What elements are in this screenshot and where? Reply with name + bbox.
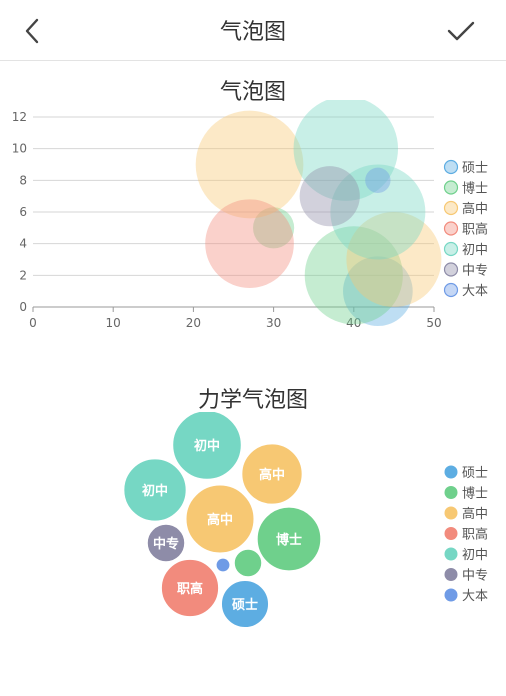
force-bubble-chart-title: 力学气泡图: [197, 388, 308, 413]
legend-marker[interactable]: [444, 568, 458, 581]
force-bubble[interactable]: [171, 412, 243, 481]
legend-label[interactable]: 大本: [462, 589, 488, 604]
bubble-point[interactable]: [299, 166, 360, 227]
bubble-label: 中专: [153, 536, 179, 552]
legend-label[interactable]: 博士: [462, 182, 488, 197]
legend-label[interactable]: 初中: [462, 243, 488, 258]
bubble-point[interactable]: [343, 256, 413, 326]
bubble-point[interactable]: [293, 100, 399, 201]
bubble-point[interactable]: [304, 226, 403, 325]
legend-marker[interactable]: [443, 221, 459, 236]
legend-label[interactable]: 高中: [462, 506, 488, 522]
check-icon: [447, 21, 475, 41]
force-bubble[interactable]: [215, 557, 231, 573]
chevron-left-icon: [25, 18, 39, 44]
bubble-point[interactable]: [253, 207, 295, 249]
legend-marker[interactable]: [443, 282, 459, 298]
bubble-label: 高中: [259, 467, 285, 483]
legend-marker[interactable]: [443, 200, 459, 216]
legend-label[interactable]: 职高: [462, 527, 488, 543]
legend-label[interactable]: 中专: [462, 569, 488, 584]
force-bubble[interactable]: [146, 523, 186, 563]
bubble-label: 职高: [177, 581, 203, 597]
legend-label[interactable]: 博士: [462, 487, 488, 502]
legend-marker[interactable]: [443, 262, 459, 277]
legend-label[interactable]: 高中: [462, 201, 488, 217]
legend-marker[interactable]: [444, 506, 458, 520]
y-tick-label: 12: [12, 110, 27, 124]
force-bubble[interactable]: [240, 442, 304, 506]
x-tick-label: 40: [346, 316, 361, 330]
legend-marker[interactable]: [444, 486, 458, 499]
bubble-point[interactable]: [365, 167, 391, 193]
bubble-point[interactable]: [346, 212, 442, 307]
legend-label[interactable]: 职高: [462, 222, 488, 238]
x-tick-label: 0: [29, 316, 37, 330]
x-tick-label: 10: [106, 316, 121, 330]
back-button[interactable]: [16, 14, 50, 48]
bubble-label: 博士: [276, 532, 302, 548]
confirm-button[interactable]: [444, 14, 478, 48]
bubble-point[interactable]: [330, 164, 426, 260]
force-bubble[interactable]: [233, 548, 263, 578]
legend-marker[interactable]: [444, 465, 458, 479]
y-tick-label: 4: [19, 237, 27, 251]
y-tick-label: 6: [19, 205, 27, 219]
legend-label[interactable]: 硕士: [462, 466, 488, 481]
y-tick-label: 10: [12, 142, 27, 156]
legend-label[interactable]: 硕士: [462, 161, 488, 176]
force-bubble[interactable]: [122, 457, 188, 523]
bubble-label: 初中: [142, 483, 168, 499]
legend-label[interactable]: 大本: [462, 284, 488, 299]
legend-marker[interactable]: [443, 180, 459, 195]
force-bubble[interactable]: [220, 579, 270, 629]
y-tick-label: 0: [19, 300, 27, 314]
x-tick-label: 30: [266, 316, 281, 330]
bubble-label: 高中: [207, 512, 233, 528]
page-title: 气泡图: [219, 20, 286, 45]
bubble-label: 初中: [194, 438, 220, 454]
legend-marker[interactable]: [444, 588, 458, 602]
nav-bar: 气泡图: [0, 0, 506, 61]
legend-label[interactable]: 初中: [462, 548, 488, 563]
bubble-point[interactable]: [205, 199, 294, 288]
legend-marker[interactable]: [444, 547, 458, 561]
legend-label[interactable]: 中专: [462, 264, 488, 279]
bubble-chart-title: 气泡图: [219, 80, 286, 105]
legend-marker[interactable]: [444, 527, 458, 540]
legend-marker[interactable]: [443, 241, 459, 257]
legend-marker[interactable]: [443, 159, 459, 175]
force-bubble[interactable]: [185, 484, 255, 554]
x-tick-label: 50: [426, 316, 441, 330]
force-bubble[interactable]: [160, 558, 220, 618]
x-tick-label: 20: [186, 316, 201, 330]
bubble-point[interactable]: [195, 110, 304, 219]
y-tick-label: 8: [19, 173, 27, 187]
force-bubble[interactable]: [256, 506, 322, 572]
y-tick-label: 2: [19, 268, 27, 282]
bubble-label: 硕士: [232, 597, 258, 613]
